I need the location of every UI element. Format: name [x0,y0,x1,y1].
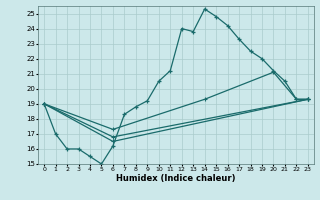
X-axis label: Humidex (Indice chaleur): Humidex (Indice chaleur) [116,174,236,183]
